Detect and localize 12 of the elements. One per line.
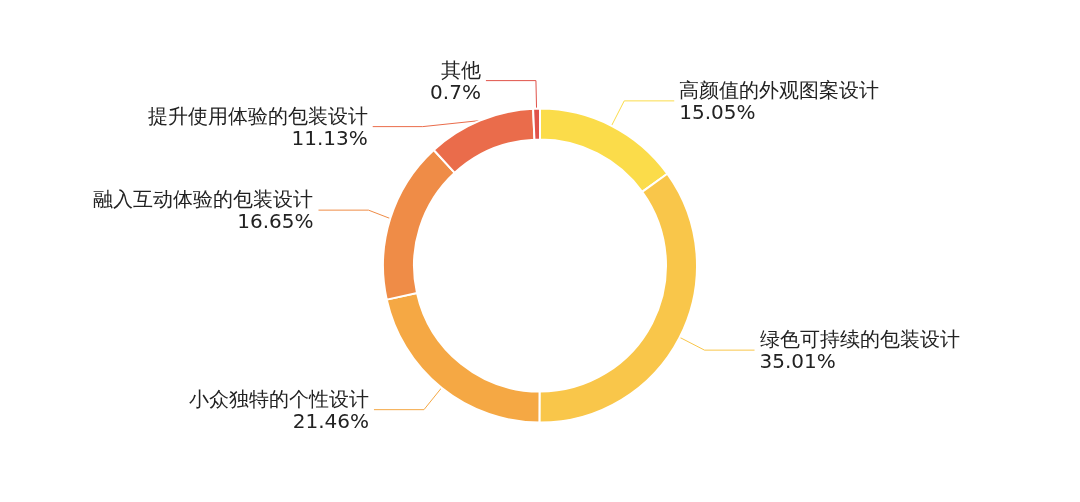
data-label: 11.13% [291,125,368,150]
data-label: 16.65% [237,209,314,234]
slice-label: 绿色可持续的包装设计 [759,327,960,352]
slice-label: 其他 [440,57,481,82]
slice-label: 融入互动体验的包装设计 [93,187,314,212]
data-label: 15.05% [679,99,756,124]
data-label: 0.7% [430,79,481,104]
data-label: 21.46% [292,408,369,433]
data-label: 35.01% [759,349,836,374]
slice-label: 小众独特的个性设计 [188,386,369,411]
slice-label: 提升使用体验的包装设计 [147,103,368,128]
slice-label: 高颜值的外观图案设计 [679,77,880,102]
